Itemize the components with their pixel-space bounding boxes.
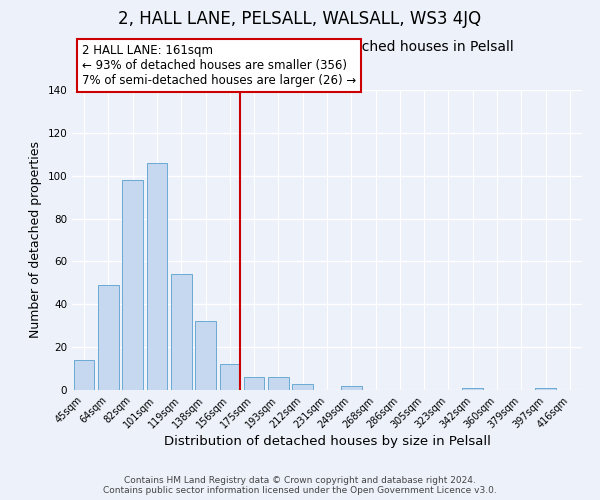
Bar (535, 388, 556, 390)
Bar (146, 163, 167, 390)
Title: Size of property relative to detached houses in Pelsall: Size of property relative to detached ho… (140, 40, 514, 54)
Bar (292, 384, 313, 390)
Bar (98, 285, 119, 390)
Bar (268, 377, 289, 390)
X-axis label: Distribution of detached houses by size in Pelsall: Distribution of detached houses by size … (164, 436, 490, 448)
Bar (171, 274, 191, 390)
Bar (195, 322, 216, 390)
Y-axis label: Number of detached properties: Number of detached properties (29, 142, 42, 338)
Bar (244, 377, 265, 390)
Text: 2 HALL LANE: 161sqm
← 93% of detached houses are smaller (356)
7% of semi-detach: 2 HALL LANE: 161sqm ← 93% of detached ho… (82, 44, 356, 87)
Bar (341, 386, 362, 390)
Bar (122, 180, 143, 390)
Bar (463, 388, 483, 390)
Bar (74, 360, 94, 390)
Bar (220, 364, 240, 390)
Text: Contains HM Land Registry data © Crown copyright and database right 2024.
Contai: Contains HM Land Registry data © Crown c… (103, 476, 497, 495)
Text: 2, HALL LANE, PELSALL, WALSALL, WS3 4JQ: 2, HALL LANE, PELSALL, WALSALL, WS3 4JQ (118, 10, 482, 28)
